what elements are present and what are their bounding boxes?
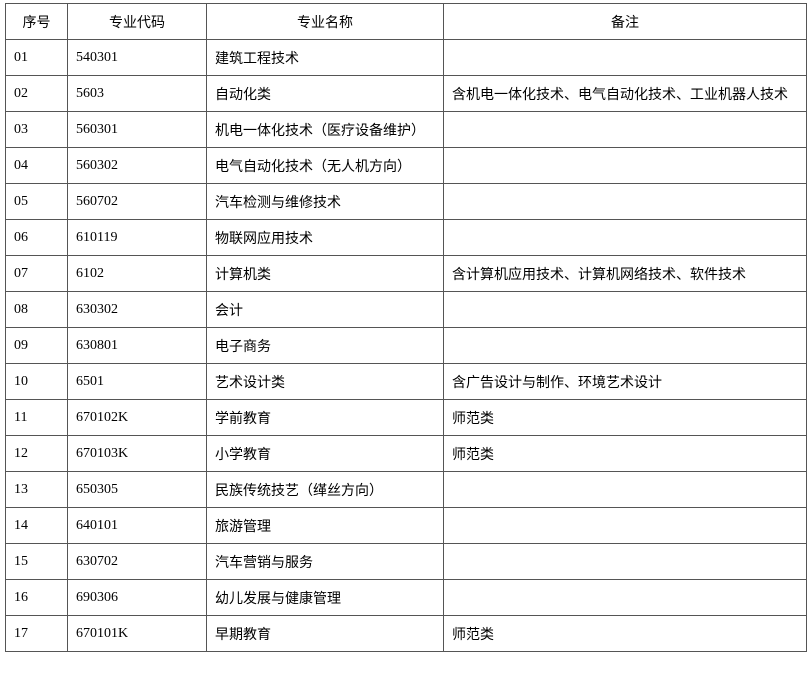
header-cell: 专业名称 xyxy=(206,3,444,40)
index-cell: 17 xyxy=(5,615,68,652)
code-cell: 610119 xyxy=(67,219,207,256)
code-cell: 6501 xyxy=(67,363,207,400)
remark-cell xyxy=(443,327,807,364)
header-row: 序号 专业代码 专业名称 备注 xyxy=(5,3,807,40)
remark-cell: 含计算机应用技术、计算机网络技术、软件技术 xyxy=(443,255,807,292)
remark-cell xyxy=(443,507,807,544)
code-cell: 560702 xyxy=(67,183,207,220)
major-name-cell: 旅游管理 xyxy=(206,507,444,544)
header-cell: 序号 xyxy=(5,3,68,40)
table-row: 15 630702 汽车营销与服务 xyxy=(5,543,807,580)
remark-cell: 师范类 xyxy=(443,615,807,652)
remark-cell xyxy=(443,543,807,580)
table-row: 09 630801 电子商务 xyxy=(5,327,807,364)
remark-cell xyxy=(443,579,807,616)
index-cell: 09 xyxy=(5,327,68,364)
table-row: 10 6501 艺术设计类 含广告设计与制作、环境艺术设计 xyxy=(5,363,807,400)
major-name-cell: 小学教育 xyxy=(206,435,444,472)
table-row: 08 630302 会计 xyxy=(5,291,807,328)
code-cell: 6102 xyxy=(67,255,207,292)
code-cell: 640101 xyxy=(67,507,207,544)
index-cell: 12 xyxy=(5,435,68,472)
table-row: 12 670103K 小学教育 师范类 xyxy=(5,435,807,472)
code-cell: 560302 xyxy=(67,147,207,184)
table-row: 14 640101 旅游管理 xyxy=(5,507,807,544)
index-cell: 11 xyxy=(5,399,68,436)
code-cell: 630702 xyxy=(67,543,207,580)
code-cell: 670102K xyxy=(67,399,207,436)
code-cell: 630302 xyxy=(67,291,207,328)
table-row: 01 540301 建筑工程技术 xyxy=(5,39,807,76)
major-name-cell: 计算机类 xyxy=(206,255,444,292)
table-row: 04 560302 电气自动化技术（无人机方向） xyxy=(5,147,807,184)
code-cell: 630801 xyxy=(67,327,207,364)
table-row: 07 6102 计算机类 含计算机应用技术、计算机网络技术、软件技术 xyxy=(5,255,807,292)
index-cell: 02 xyxy=(5,75,68,112)
major-name-cell: 会计 xyxy=(206,291,444,328)
remark-cell xyxy=(443,219,807,256)
table-row: 02 5603 自动化类 含机电一体化技术、电气自动化技术、工业机器人技术 xyxy=(5,75,807,112)
code-cell: 690306 xyxy=(67,579,207,616)
remark-cell: 含机电一体化技术、电气自动化技术、工业机器人技术 xyxy=(443,75,807,112)
index-cell: 10 xyxy=(5,363,68,400)
table-row: 17 670101K 早期教育 师范类 xyxy=(5,615,807,652)
table-row: 13 650305 民族传统技艺（缂丝方向） xyxy=(5,471,807,508)
index-cell: 15 xyxy=(5,543,68,580)
major-table: 序号 专业代码 专业名称 备注 01 540301 建筑工程技术 02 5603 自动化类 含机电… xyxy=(5,3,807,652)
table-row: 05 560702 汽车检测与维修技术 xyxy=(5,183,807,220)
code-cell: 540301 xyxy=(67,39,207,76)
major-name-cell: 建筑工程技术 xyxy=(206,39,444,76)
index-cell: 14 xyxy=(5,507,68,544)
header-cell: 备注 xyxy=(443,3,807,40)
code-cell: 5603 xyxy=(67,75,207,112)
index-cell: 03 xyxy=(5,111,68,148)
code-cell: 560301 xyxy=(67,111,207,148)
major-name-cell: 电气自动化技术（无人机方向） xyxy=(206,147,444,184)
table-row: 16 690306 幼儿发展与健康管理 xyxy=(5,579,807,616)
major-name-cell: 自动化类 xyxy=(206,75,444,112)
major-name-cell: 机电一体化技术（医疗设备维护） xyxy=(206,111,444,148)
major-name-cell: 汽车检测与维修技术 xyxy=(206,183,444,220)
major-name-cell: 艺术设计类 xyxy=(206,363,444,400)
major-name-cell: 汽车营销与服务 xyxy=(206,543,444,580)
table-row: 11 670102K 学前教育 师范类 xyxy=(5,399,807,436)
remark-cell: 师范类 xyxy=(443,435,807,472)
index-cell: 01 xyxy=(5,39,68,76)
major-name-cell: 幼儿发展与健康管理 xyxy=(206,579,444,616)
code-cell: 670103K xyxy=(67,435,207,472)
remark-cell xyxy=(443,39,807,76)
major-name-cell: 物联网应用技术 xyxy=(206,219,444,256)
code-cell: 650305 xyxy=(67,471,207,508)
remark-cell: 含广告设计与制作、环境艺术设计 xyxy=(443,363,807,400)
index-cell: 05 xyxy=(5,183,68,220)
index-cell: 13 xyxy=(5,471,68,508)
remark-cell xyxy=(443,111,807,148)
header-cell: 专业代码 xyxy=(67,3,207,40)
remark-cell: 师范类 xyxy=(443,399,807,436)
table-row: 06 610119 物联网应用技术 xyxy=(5,219,807,256)
index-cell: 16 xyxy=(5,579,68,616)
remark-cell xyxy=(443,471,807,508)
index-cell: 07 xyxy=(5,255,68,292)
major-name-cell: 早期教育 xyxy=(206,615,444,652)
remark-cell xyxy=(443,291,807,328)
index-cell: 08 xyxy=(5,291,68,328)
index-cell: 06 xyxy=(5,219,68,256)
code-cell: 670101K xyxy=(67,615,207,652)
table-body: 01 540301 建筑工程技术 02 5603 自动化类 含机电一体化技术、电气自动化技术… xyxy=(5,39,807,652)
index-cell: 04 xyxy=(5,147,68,184)
major-name-cell: 民族传统技艺（缂丝方向） xyxy=(206,471,444,508)
table-row: 03 560301 机电一体化技术（医疗设备维护） xyxy=(5,111,807,148)
remark-cell xyxy=(443,183,807,220)
remark-cell xyxy=(443,147,807,184)
major-name-cell: 电子商务 xyxy=(206,327,444,364)
major-name-cell: 学前教育 xyxy=(206,399,444,436)
